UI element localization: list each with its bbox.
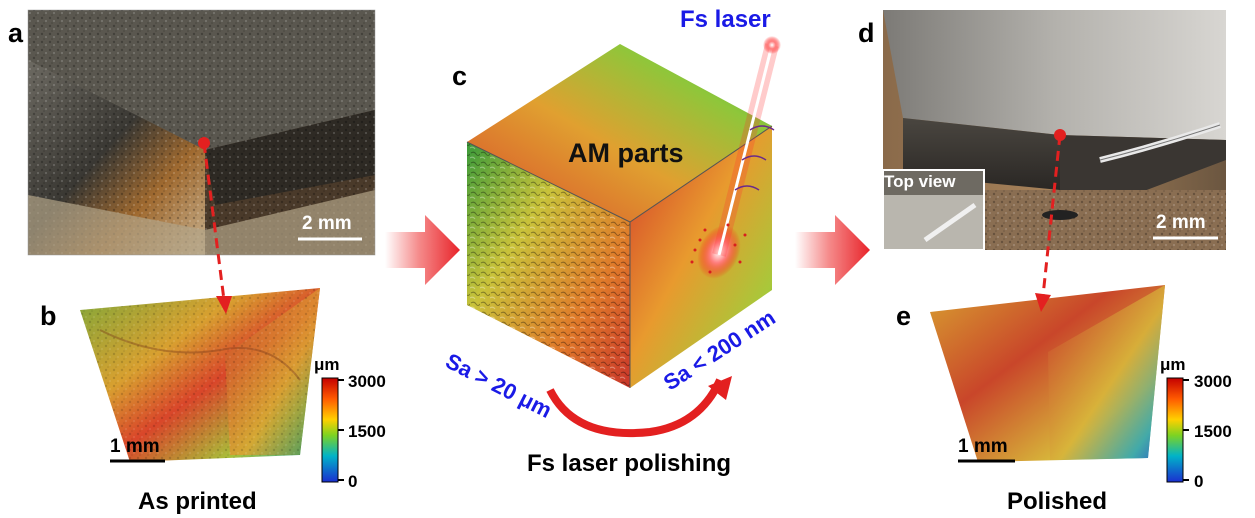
caption-polished: Polished — [1007, 488, 1108, 515]
colorbar-b-tick-max: 3000 — [348, 372, 386, 391]
right-arrow-icon — [385, 215, 460, 285]
scale-bar-d-label: 2 mm — [1156, 212, 1206, 233]
right-arrow-icon — [795, 215, 870, 285]
laser-beam — [690, 36, 781, 279]
colorbar-e — [1166, 377, 1189, 483]
photo-a — [27, 9, 376, 256]
panel-letter-b: b — [40, 301, 57, 331]
colorbar-b-tick-min: 0 — [348, 472, 358, 491]
inset-top-view — [882, 169, 985, 251]
colorbar-e-tick-max: 3000 — [1194, 372, 1232, 391]
panel-letter-e: e — [896, 301, 912, 331]
inset-label: Top view — [884, 172, 956, 191]
laser-label: Fs laser — [680, 6, 771, 33]
scale-bar-a-label: 2 mm — [302, 213, 352, 234]
photo-d — [882, 10, 1226, 251]
scale-bar-b-label: 1 mm — [110, 436, 160, 457]
dashed-arrow-a-b — [198, 137, 232, 314]
colorbar-b — [321, 377, 344, 483]
colorbar-e-tick-mid: 1500 — [1194, 422, 1232, 441]
parts-label: AM parts — [568, 138, 684, 168]
panel-letter-d: d — [858, 18, 875, 48]
colorbar-e-tick-min: 0 — [1194, 472, 1204, 491]
curved-arrow — [546, 376, 732, 438]
caption-as-printed: As printed — [138, 488, 257, 515]
scale-bar-e-label: 1 mm — [958, 436, 1008, 457]
colorbar-b-tick-mid: 1500 — [348, 422, 386, 441]
colorbar-b-unit: μm — [314, 355, 340, 374]
caption-fs-laser-polishing: Fs laser polishing — [527, 450, 732, 477]
profile-e — [930, 285, 1165, 462]
panel-letter-a: a — [8, 18, 24, 48]
profile-b — [80, 288, 320, 462]
colorbar-e-unit: μm — [1160, 355, 1186, 374]
panel-letter-c: c — [452, 61, 468, 91]
dashed-arrow-d-e — [1035, 129, 1066, 312]
